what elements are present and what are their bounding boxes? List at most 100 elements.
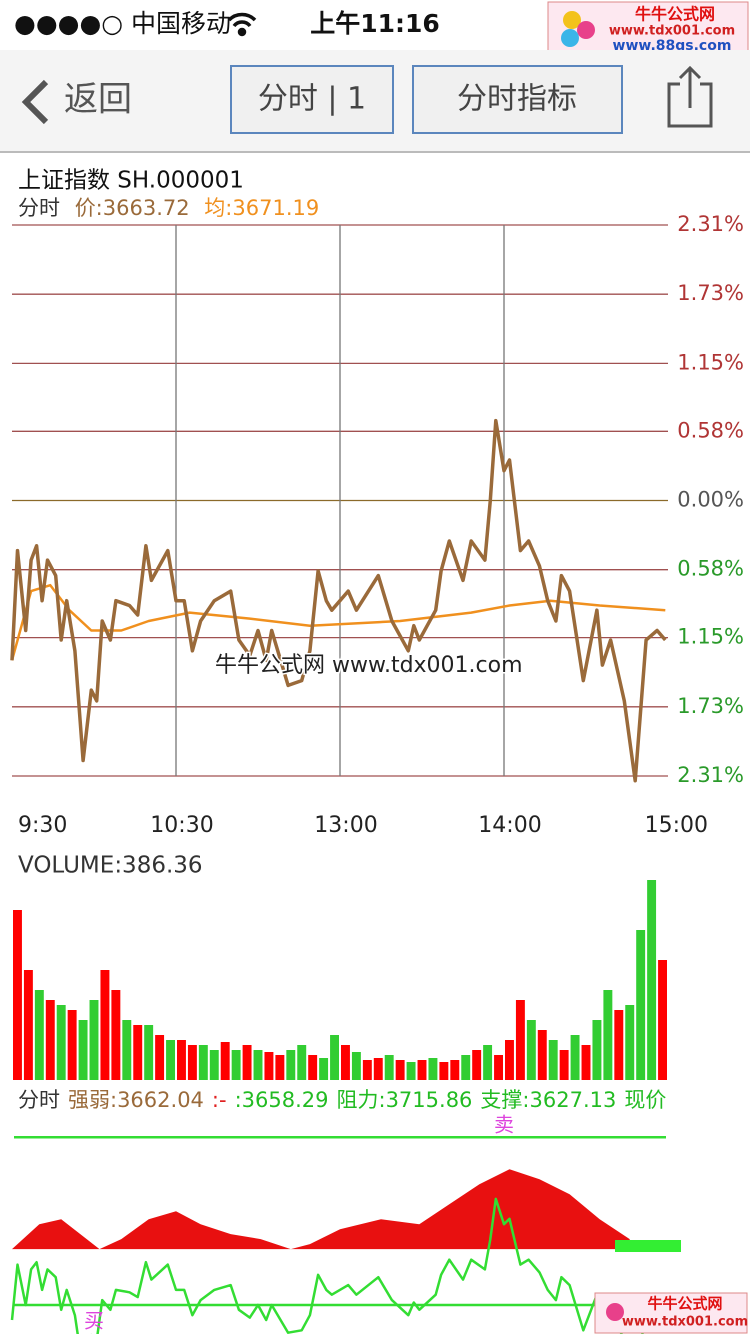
volume-bar bbox=[264, 1052, 274, 1080]
y-tick-label: 2.31% bbox=[677, 212, 744, 236]
volume-bar bbox=[581, 1045, 591, 1080]
tab-button[interactable]: 分时 | 1 bbox=[230, 65, 394, 134]
volume-bar bbox=[439, 1062, 449, 1080]
logo: 牛牛公式网 www.tdx001.com www.88gs.com bbox=[547, 1, 749, 57]
volume-bar bbox=[111, 990, 121, 1080]
volume-bar bbox=[13, 910, 22, 1080]
logo-petal bbox=[606, 1303, 624, 1321]
indicator-label: 支撑:3627.13 bbox=[480, 1088, 616, 1112]
y-tick-label: 2.31% bbox=[677, 763, 744, 787]
indicator-label: 阻力:3715.86 bbox=[337, 1088, 473, 1112]
y-tick-label: 0.58% bbox=[677, 418, 744, 442]
volume-bar bbox=[505, 1040, 514, 1080]
volume-bar bbox=[395, 1060, 405, 1080]
volume-bar bbox=[67, 1010, 77, 1080]
volume-bar bbox=[319, 1058, 329, 1080]
back-button[interactable]: 返回 bbox=[21, 79, 132, 125]
volume-bar bbox=[658, 960, 667, 1080]
logo-petal bbox=[577, 21, 595, 39]
legend-price: 价:3663.72 bbox=[75, 196, 190, 220]
tab-box bbox=[230, 65, 394, 134]
volume-bar bbox=[559, 1050, 569, 1080]
volume-bar bbox=[242, 1045, 252, 1080]
tab-box bbox=[412, 65, 623, 134]
volume-bar bbox=[155, 1035, 165, 1080]
y-tick-label: 0.00% bbox=[677, 488, 744, 512]
share-button[interactable] bbox=[667, 65, 713, 128]
volume-label: VOLUME:386.36 bbox=[18, 853, 203, 879]
volume-bar bbox=[275, 1055, 285, 1080]
y-tick-label: 1.73% bbox=[677, 694, 744, 718]
plot bbox=[10, 418, 667, 783]
legend-average: 均:3671.19 bbox=[204, 196, 319, 220]
volume-bar bbox=[373, 1058, 383, 1080]
y-tick-label: 1.15% bbox=[677, 625, 744, 649]
y-tick-label: 0.58% bbox=[677, 557, 744, 581]
volume-bar bbox=[209, 1050, 219, 1080]
volume-bar bbox=[384, 1055, 394, 1080]
x-tick-label: 10:30 bbox=[150, 813, 213, 838]
volume-bar bbox=[625, 1005, 635, 1080]
green-block bbox=[615, 1240, 681, 1252]
wifi-arc bbox=[227, 12, 257, 22]
x-tick-label: 9:30 bbox=[18, 813, 67, 838]
watermark: 牛牛公式网 www.tdx001.com bbox=[215, 653, 523, 678]
wifi-icon bbox=[227, 12, 257, 37]
volume-bar bbox=[220, 1042, 230, 1080]
y-tick-label: 1.73% bbox=[677, 281, 744, 305]
average-line bbox=[10, 583, 666, 661]
x-tick-label: 13:00 bbox=[314, 813, 377, 838]
indicator-label: :- bbox=[212, 1088, 227, 1112]
volume-bar bbox=[34, 990, 44, 1080]
volume-bar bbox=[636, 930, 646, 1080]
volume-bar bbox=[45, 1000, 55, 1080]
volume-bar bbox=[198, 1045, 208, 1080]
strength-line bbox=[10, 1197, 666, 1334]
indicator: 买卖 bbox=[10, 1113, 666, 1334]
volume-bar bbox=[330, 1035, 339, 1080]
volume-bar bbox=[450, 1060, 460, 1080]
chart-legend: 分时 价:3663.72 均:3671.19 bbox=[18, 196, 319, 220]
volume-bar bbox=[483, 1045, 493, 1080]
volume-bar bbox=[341, 1045, 350, 1080]
volume-bar bbox=[548, 1040, 558, 1080]
volume-bars bbox=[13, 880, 667, 1080]
volume-bar bbox=[406, 1062, 416, 1080]
back-chevron bbox=[21, 79, 49, 125]
indicator-label: 现价 bbox=[624, 1088, 666, 1112]
volume-bar bbox=[570, 1035, 580, 1080]
volume-bar bbox=[56, 1005, 66, 1080]
volume-bar bbox=[133, 1025, 143, 1080]
volume-bar bbox=[428, 1058, 438, 1080]
legend-label: 分时 bbox=[18, 196, 60, 220]
volume-bar bbox=[89, 1000, 99, 1080]
logo-name: 牛牛公式网 bbox=[647, 1295, 722, 1313]
volume-bar bbox=[100, 970, 110, 1080]
y-tick-label: 1.15% bbox=[677, 350, 744, 374]
volume-bar bbox=[647, 880, 657, 1080]
strength-area bbox=[12, 1169, 630, 1250]
bottom-logo: 牛牛公式网 www.tdx001.com bbox=[594, 1292, 748, 1334]
volume-bar bbox=[461, 1055, 471, 1080]
volume-bar bbox=[166, 1040, 175, 1080]
signal-label: 买 bbox=[84, 1309, 104, 1333]
wifi-arc bbox=[232, 20, 252, 28]
share-arrow bbox=[678, 65, 702, 108]
logo-name: 牛牛公式网 bbox=[635, 5, 715, 24]
carrier: ●●●●○ 中国移动 bbox=[14, 9, 231, 38]
logo-petal bbox=[561, 29, 579, 47]
logo-url: www.tdx001.com bbox=[609, 24, 735, 39]
tab-button[interactable]: 分时指标 bbox=[412, 65, 623, 134]
volume-bar bbox=[253, 1050, 263, 1080]
volume-bar bbox=[23, 970, 33, 1080]
volume-bar bbox=[603, 990, 613, 1080]
logo-url: www.tdx001.com bbox=[622, 1315, 748, 1330]
volume-bar bbox=[537, 1030, 547, 1080]
indicator-labels: 分时 强弱:3662.04:-:3658.29 阻力:3715.86 支撑:3627.… bbox=[18, 1088, 666, 1112]
indicator-label: 分时 bbox=[18, 1088, 60, 1112]
price-line bbox=[10, 418, 667, 783]
volume-bar bbox=[417, 1060, 427, 1080]
tab-label: 分时指标 bbox=[457, 82, 577, 117]
share-box bbox=[667, 82, 713, 128]
